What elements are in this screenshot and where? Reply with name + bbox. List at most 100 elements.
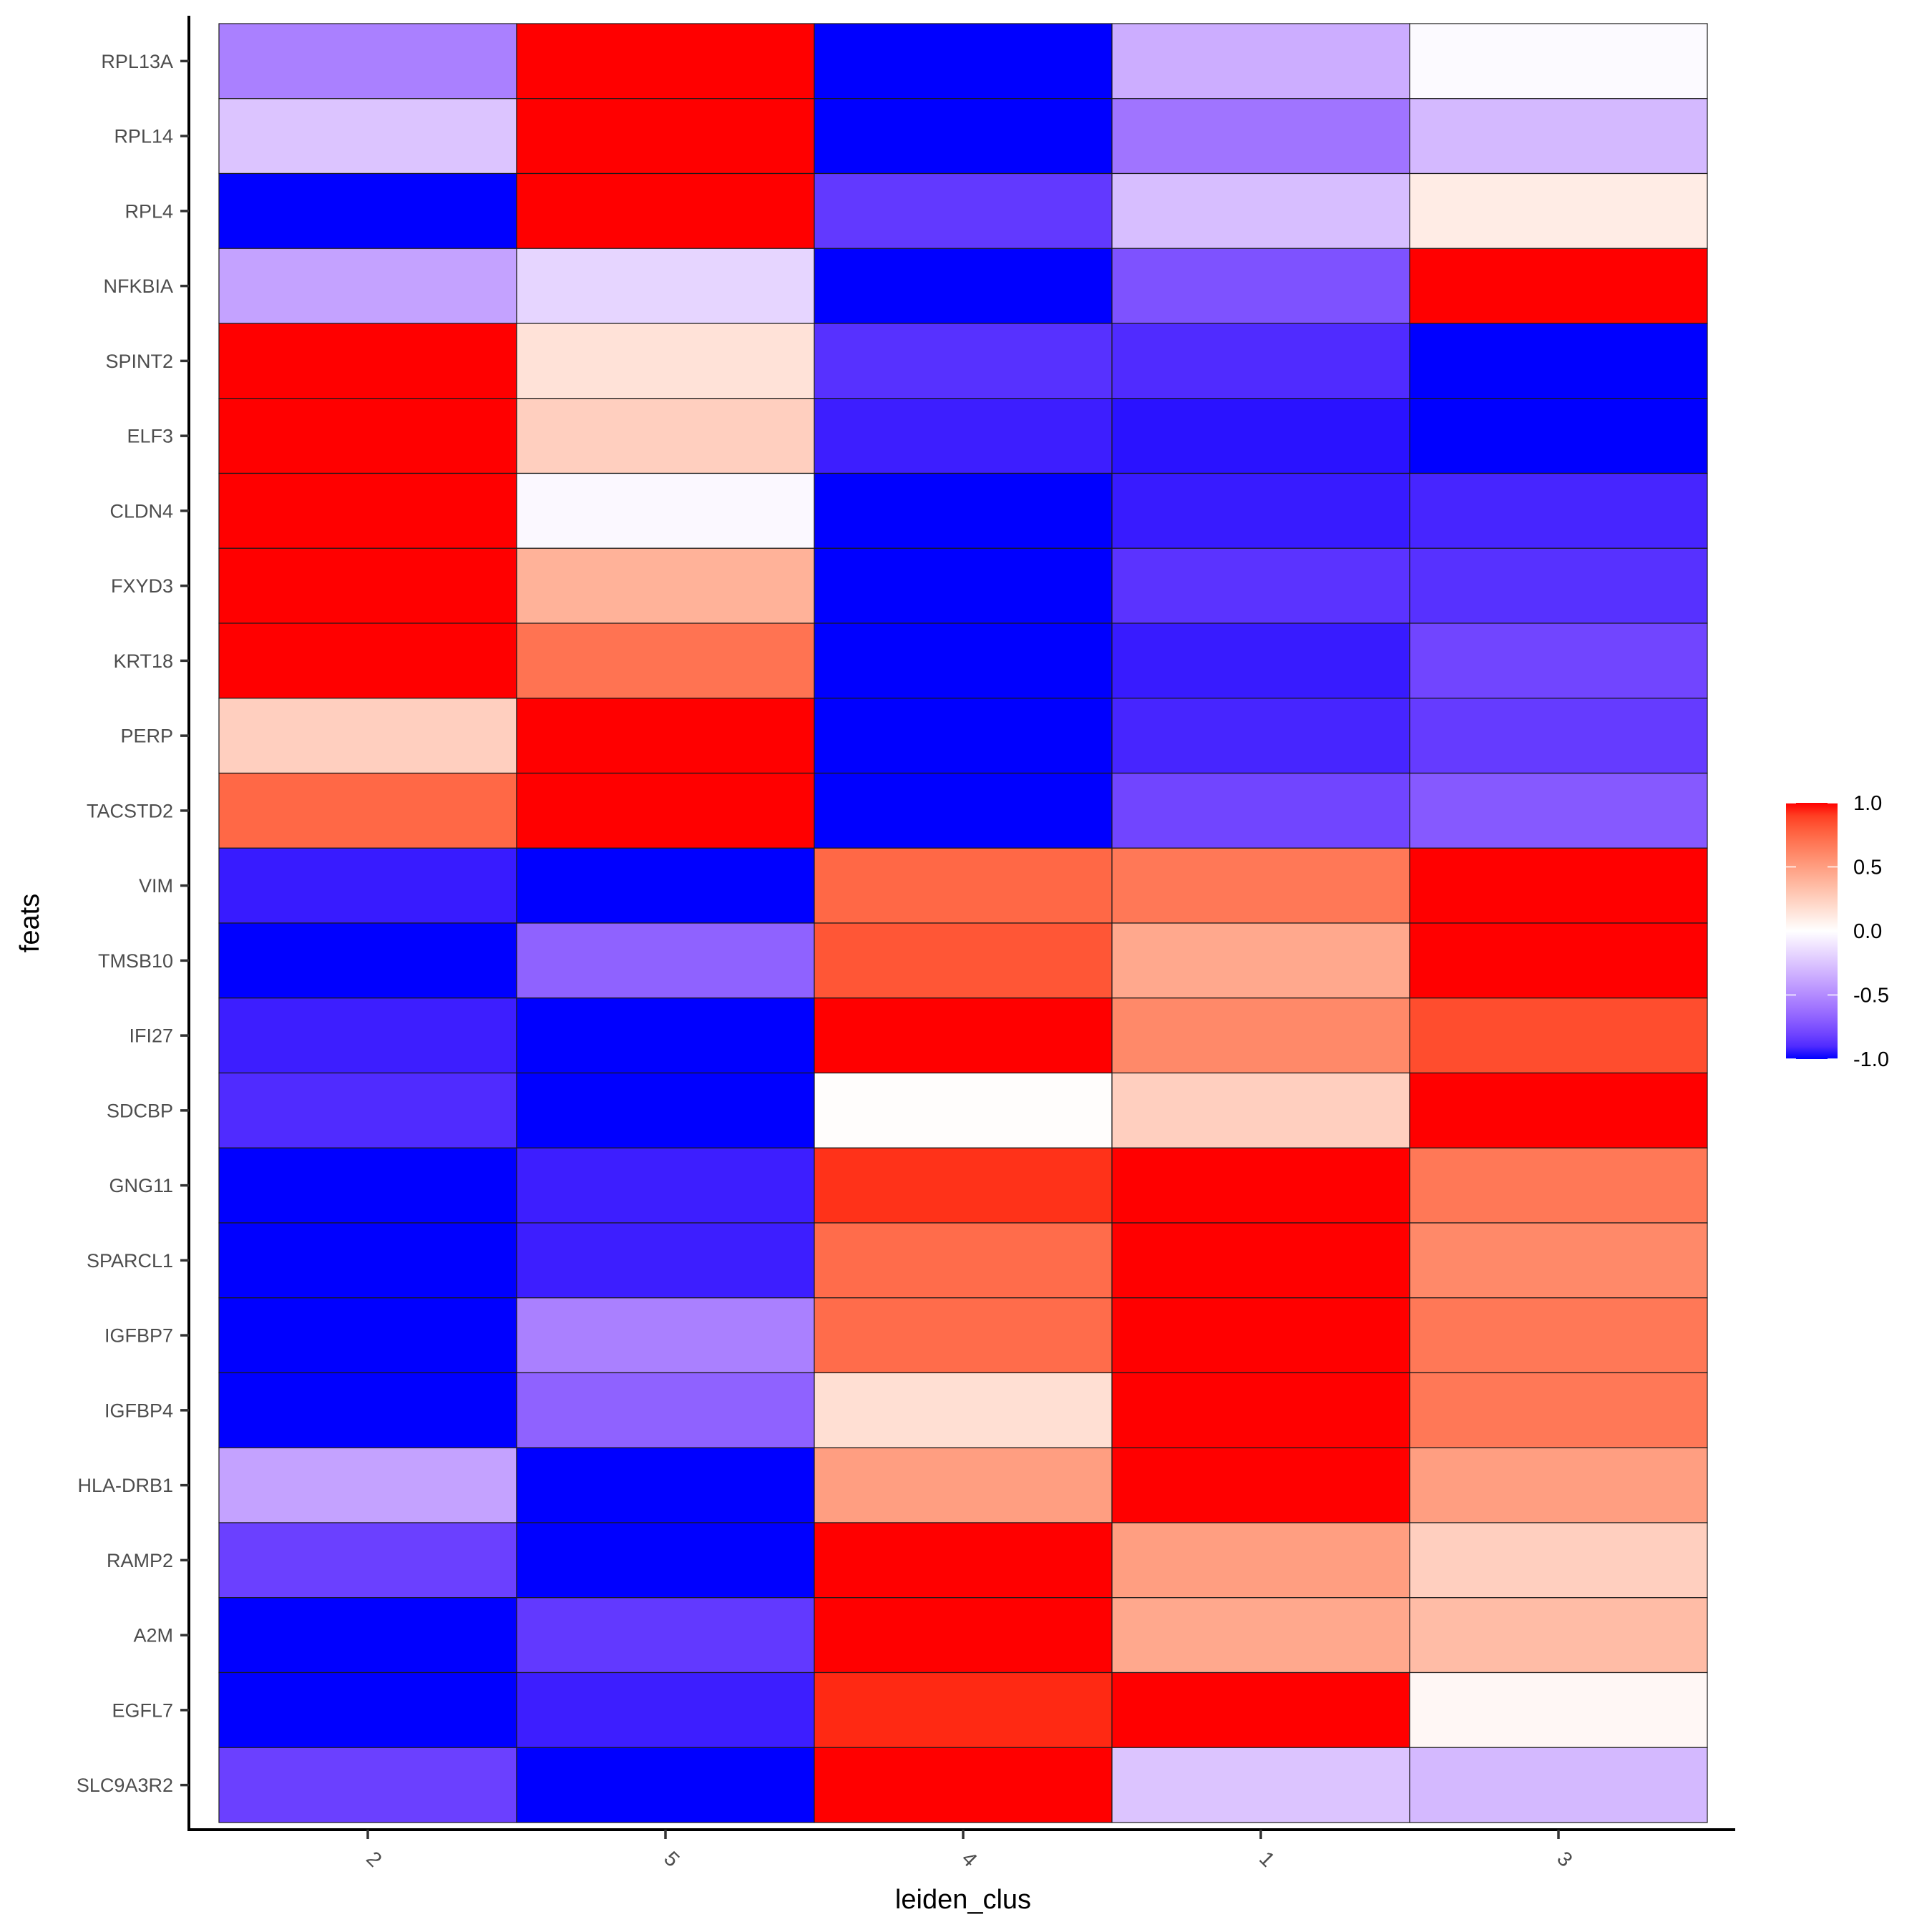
heatmap-cell-RAMP2-2 bbox=[218, 1522, 517, 1599]
heatmap-cell-CLDN4-5 bbox=[516, 472, 815, 549]
heatmap-cell-SDCBP-2 bbox=[218, 1072, 517, 1148]
heatmap-cell-CLDN4-3 bbox=[1409, 472, 1708, 549]
heatmap-cell-EGFL7-3 bbox=[1409, 1672, 1708, 1748]
heatmap-cell-TACSTD2-1 bbox=[1111, 772, 1410, 849]
heatmap-cell-RPL14-4 bbox=[814, 98, 1113, 175]
heatmap-cell-RPL13A-4 bbox=[814, 23, 1113, 99]
heatmap-cell-EGFL7-5 bbox=[516, 1672, 815, 1748]
heatmap-cell-SPINT2-3 bbox=[1409, 323, 1708, 399]
heatmap-cell-IGFBP4-1 bbox=[1111, 1372, 1410, 1448]
heatmap-cell-RPL13A-5 bbox=[516, 23, 815, 99]
heatmap-cell-SPINT2-2 bbox=[218, 323, 517, 399]
heatmap-cell-ELF3-1 bbox=[1111, 398, 1410, 474]
heatmap-cell-RPL14-3 bbox=[1409, 98, 1708, 175]
heatmap-cell-IGFBP7-1 bbox=[1111, 1297, 1410, 1374]
heatmap-cell-VIM-1 bbox=[1111, 847, 1410, 924]
heatmap-cell-SLC9A3R2-1 bbox=[1111, 1747, 1410, 1823]
heatmap-cell-EGFL7-1 bbox=[1111, 1672, 1410, 1748]
heatmap-cell-RPL4-2 bbox=[218, 172, 517, 249]
heatmap-cell-FXYD3-5 bbox=[516, 547, 815, 624]
heatmap-cell-SLC9A3R2-2 bbox=[218, 1747, 517, 1823]
heatmap-cell-KRT18-5 bbox=[516, 623, 815, 699]
x-axis-title: leiden_clus bbox=[895, 1885, 1031, 1915]
heatmap-cell-SPARCL1-5 bbox=[516, 1222, 815, 1299]
x-tick-label: 5 bbox=[659, 1848, 683, 1872]
legend-tick-label: 0.0 bbox=[1853, 920, 1882, 943]
y-tick-label: IGFBP4 bbox=[104, 1400, 173, 1421]
heatmap-cell-RAMP2-1 bbox=[1111, 1522, 1410, 1599]
heatmap-cell-IGFBP4-3 bbox=[1409, 1372, 1708, 1448]
heatmap-cell-GNG11-3 bbox=[1409, 1147, 1708, 1224]
y-tick-label: VIM bbox=[139, 875, 173, 897]
heatmap-cell-VIM-2 bbox=[218, 847, 517, 924]
y-tick-label: CLDN4 bbox=[109, 500, 173, 522]
heatmap-cell-KRT18-4 bbox=[814, 623, 1113, 699]
heatmap-cell-SPINT2-5 bbox=[516, 323, 815, 399]
heatmap-cell-NFKBIA-1 bbox=[1111, 248, 1410, 324]
heatmap-cell-PERP-3 bbox=[1409, 698, 1708, 774]
y-axis-title: feats bbox=[15, 894, 45, 952]
heatmap-cell-IFI27-5 bbox=[516, 997, 815, 1074]
heatmap-cell-KRT18-1 bbox=[1111, 623, 1410, 699]
heatmap-cell-SDCBP-3 bbox=[1409, 1072, 1708, 1148]
y-tick-label: RAMP2 bbox=[107, 1550, 173, 1571]
heatmap-cell-ELF3-5 bbox=[516, 398, 815, 474]
heatmap-cell-RPL14-1 bbox=[1111, 98, 1410, 175]
y-tick-label: SDCBP bbox=[107, 1100, 173, 1121]
heatmap-cell-HLA-DRB1-1 bbox=[1111, 1447, 1410, 1523]
legend-ticks: 1.0 0.5 0.0 -0.5 -1.0 bbox=[1786, 792, 1889, 1071]
heatmap-cell-A2M-1 bbox=[1111, 1597, 1410, 1674]
y-tick-label: SPARCL1 bbox=[87, 1250, 173, 1272]
heatmap-cell-IGFBP7-3 bbox=[1409, 1297, 1708, 1374]
heatmap-cell-PERP-4 bbox=[814, 698, 1113, 774]
heatmap-cell-RPL14-5 bbox=[516, 98, 815, 175]
y-tick-label: TACSTD2 bbox=[87, 800, 173, 821]
heatmap-cell-ELF3-3 bbox=[1409, 398, 1708, 474]
y-tick-label: HLA-DRB1 bbox=[77, 1475, 173, 1496]
y-axis-ticks: RPL13A RPL14 RPL4 NFKBIA SPINT2 ELF3 CLDN4 FXYD… bbox=[77, 51, 189, 1796]
heatmap-cell-FXYD3-4 bbox=[814, 547, 1113, 624]
y-tick-label: GNG11 bbox=[109, 1175, 173, 1196]
heatmap-cell-IGFBP4-5 bbox=[516, 1372, 815, 1448]
heatmap-cell-NFKBIA-3 bbox=[1409, 248, 1708, 324]
heatmap-cell-CLDN4-1 bbox=[1111, 472, 1410, 549]
heatmap-cell-PERP-2 bbox=[218, 698, 517, 774]
heatmap-cell-CLDN4-4 bbox=[814, 472, 1113, 549]
heatmap-cell-CLDN4-2 bbox=[218, 472, 517, 549]
heatmap-cell-A2M-3 bbox=[1409, 1597, 1708, 1674]
heatmap-cell-RPL4-3 bbox=[1409, 172, 1708, 249]
heatmap-cell-TACSTD2-4 bbox=[814, 772, 1113, 849]
heatmap-cell-A2M-5 bbox=[516, 1597, 815, 1674]
y-tick-label: ELF3 bbox=[127, 426, 173, 447]
x-tick-label: 2 bbox=[361, 1848, 386, 1872]
heatmap-cell-RPL4-1 bbox=[1111, 172, 1410, 249]
heatmap-cell-IFI27-2 bbox=[218, 997, 517, 1074]
heatmap-cell-FXYD3-1 bbox=[1111, 547, 1410, 624]
heatmap-cell-SLC9A3R2-5 bbox=[516, 1747, 815, 1823]
heatmap-cell-RPL14-2 bbox=[218, 98, 517, 175]
x-tick-label: 3 bbox=[1552, 1848, 1576, 1872]
y-tick-label: IGFBP7 bbox=[104, 1325, 173, 1347]
heatmap-cell-RPL4-5 bbox=[516, 172, 815, 249]
heatmap-cell-GNG11-1 bbox=[1111, 1147, 1410, 1224]
heatmap-cell-KRT18-2 bbox=[218, 623, 517, 699]
legend-tick-label: 0.5 bbox=[1853, 857, 1882, 879]
heatmap-cell-RPL4-4 bbox=[814, 172, 1113, 249]
y-tick-label: RPL4 bbox=[125, 200, 173, 222]
heatmap-cell-A2M-4 bbox=[814, 1597, 1113, 1674]
y-tick-label: TMSB10 bbox=[98, 950, 173, 972]
heatmap-cell-VIM-3 bbox=[1409, 847, 1708, 924]
heatmap-cell-PERP-1 bbox=[1111, 698, 1410, 774]
heatmap-cell-GNG11-5 bbox=[516, 1147, 815, 1224]
heatmap-cell-IFI27-3 bbox=[1409, 997, 1708, 1074]
heatmap-cell-GNG11-2 bbox=[218, 1147, 517, 1224]
heatmap-cell-EGFL7-4 bbox=[814, 1672, 1113, 1748]
heatmap-cell-RPL13A-3 bbox=[1409, 23, 1708, 99]
heatmap-cell-SPARCL1-4 bbox=[814, 1222, 1113, 1299]
heatmap-cell-SDCBP-1 bbox=[1111, 1072, 1410, 1148]
heatmap-cell-HLA-DRB1-4 bbox=[814, 1447, 1113, 1523]
heatmap-cell-RAMP2-5 bbox=[516, 1522, 815, 1599]
y-tick-label: PERP bbox=[120, 726, 173, 747]
heatmap-cell-IGFBP7-4 bbox=[814, 1297, 1113, 1374]
heatmap-cell-IGFBP7-2 bbox=[218, 1297, 517, 1374]
